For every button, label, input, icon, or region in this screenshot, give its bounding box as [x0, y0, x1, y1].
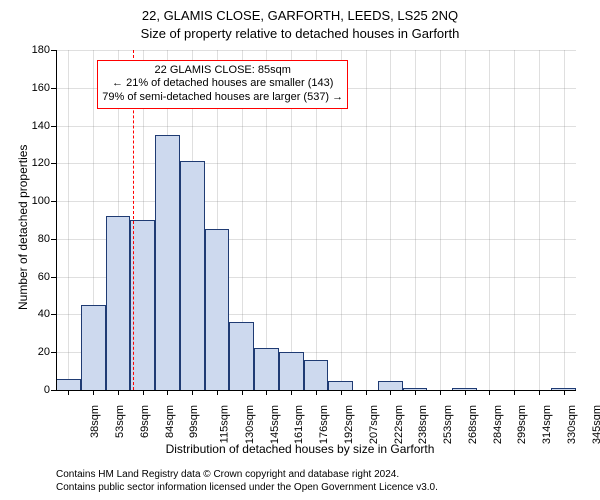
x-tick-label: 207sqm	[368, 405, 380, 444]
annotation-line: 22 GLAMIS CLOSE: 85sqm	[102, 64, 343, 78]
x-tick-label: 38sqm	[89, 405, 101, 438]
annotation-line: ← 21% of detached houses are smaller (14…	[102, 77, 343, 91]
histogram-bar	[304, 360, 329, 390]
histogram-bar	[378, 381, 403, 390]
x-tick-label: 192sqm	[343, 405, 355, 444]
y-tick-label: 0	[22, 384, 50, 396]
x-tick-label: 330sqm	[566, 405, 578, 444]
x-tick-label: 222sqm	[393, 405, 405, 444]
histogram-bar	[106, 216, 131, 390]
gridline	[390, 50, 391, 390]
x-tick-label: 161sqm	[294, 405, 306, 444]
gridline	[415, 50, 416, 390]
gridline	[514, 50, 515, 390]
x-tick-label: 53sqm	[114, 405, 126, 438]
chart-title: Size of property relative to detached ho…	[0, 26, 600, 41]
histogram-bar	[328, 381, 353, 390]
x-tick-label: 84sqm	[164, 405, 176, 438]
x-tick-label: 253sqm	[442, 405, 454, 444]
x-tick-label: 345sqm	[591, 405, 600, 444]
x-tick-label: 99sqm	[188, 405, 200, 438]
histogram-bar	[229, 322, 254, 390]
x-axis-label: Distribution of detached houses by size …	[0, 442, 600, 456]
annotation-line: 79% of semi-detached houses are larger (…	[102, 91, 343, 105]
y-tick-label: 160	[22, 82, 50, 94]
footer-attribution: Contains HM Land Registry data © Crown c…	[56, 468, 438, 494]
histogram-bar	[254, 348, 279, 390]
histogram-bar	[56, 379, 81, 390]
gridline	[366, 50, 367, 390]
x-tick-label: 115sqm	[219, 405, 231, 443]
x-tick-label: 268sqm	[467, 405, 479, 444]
x-tick-label: 314sqm	[541, 405, 553, 444]
chart-supertitle: 22, GLAMIS CLOSE, GARFORTH, LEEDS, LS25 …	[0, 8, 600, 23]
histogram-bar	[81, 305, 106, 390]
gridline	[539, 50, 540, 390]
y-axis-line	[56, 50, 57, 390]
x-tick-label: 69sqm	[139, 405, 151, 438]
x-tick-label: 238sqm	[417, 405, 429, 444]
gridline	[489, 50, 490, 390]
gridline	[465, 50, 466, 390]
x-tick-label: 299sqm	[516, 405, 528, 444]
x-tick-label: 176sqm	[318, 405, 330, 444]
x-axis-line	[56, 390, 576, 391]
histogram-bar	[155, 135, 180, 390]
y-tick-label: 40	[22, 308, 50, 320]
x-tick-label: 145sqm	[269, 405, 281, 444]
histogram-bar	[180, 161, 205, 390]
gridline	[68, 50, 69, 390]
gridline	[440, 50, 441, 390]
x-tick-label: 284sqm	[492, 405, 504, 444]
histogram-bar	[205, 229, 230, 390]
footer-line-2: Contains public sector information licen…	[56, 481, 438, 494]
footer-line-1: Contains HM Land Registry data © Crown c…	[56, 468, 438, 481]
plot-area: 02040608010012014016018038sqm53sqm69sqm8…	[56, 50, 576, 390]
y-axis-label: Number of detached properties	[16, 145, 30, 310]
histogram-bar	[279, 352, 304, 390]
gridline	[564, 50, 565, 390]
y-tick-label: 140	[22, 120, 50, 132]
y-tick-label: 20	[22, 346, 50, 358]
x-tick-label: 130sqm	[244, 405, 256, 444]
annotation-box: 22 GLAMIS CLOSE: 85sqm← 21% of detached …	[97, 60, 348, 109]
y-tick-label: 180	[22, 44, 50, 56]
chart-container: 22, GLAMIS CLOSE, GARFORTH, LEEDS, LS25 …	[0, 0, 600, 500]
